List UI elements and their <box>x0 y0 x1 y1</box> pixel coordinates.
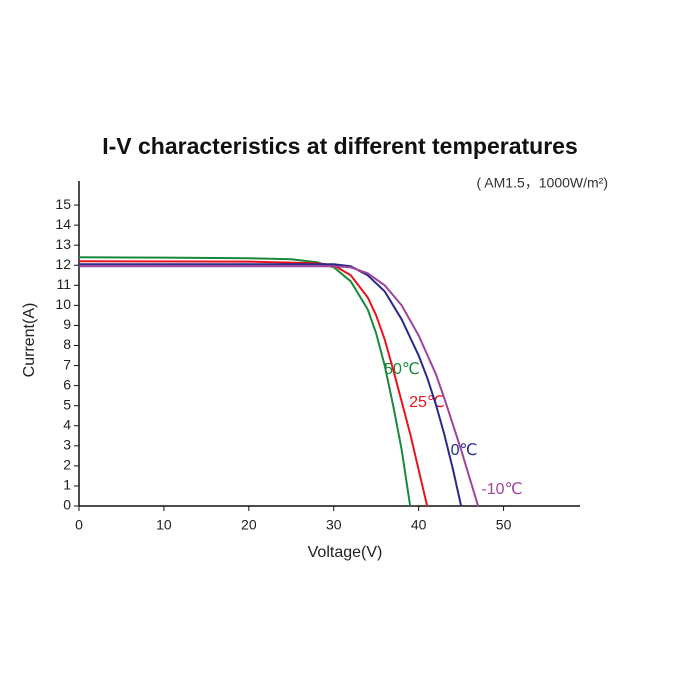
y-tick-label: 12 <box>55 256 71 272</box>
y-tick-label: 14 <box>55 216 71 232</box>
x-tick-label: 0 <box>75 517 83 533</box>
x-tick-label: 20 <box>241 517 257 533</box>
series-label: 25℃ <box>409 394 445 411</box>
series-label: 0℃ <box>451 442 478 459</box>
y-tick-label: 2 <box>63 457 71 473</box>
y-tick-label: 10 <box>55 296 71 312</box>
y-tick-label: 7 <box>63 356 71 372</box>
x-tick-label: 40 <box>411 517 427 533</box>
chart-subtitle: ( AM1.5，1000W/m²) <box>477 175 608 191</box>
iv-curve <box>78 256 412 507</box>
y-tick-label: 4 <box>63 416 71 432</box>
x-axis-label: Voltage(V) <box>308 544 383 561</box>
series-label: -10℃ <box>481 481 522 498</box>
y-tick-label: 9 <box>63 316 71 332</box>
y-tick-label: 3 <box>63 437 71 453</box>
y-tick-label: 8 <box>63 336 71 352</box>
y-tick-label: 11 <box>56 276 71 292</box>
series-label: 50℃ <box>384 361 420 378</box>
y-tick-label: 5 <box>63 396 71 412</box>
y-tick-label: 6 <box>63 376 71 392</box>
iv-curve <box>79 265 480 507</box>
x-tick-label: 50 <box>496 517 512 533</box>
iv-curve <box>79 263 463 507</box>
x-tick-label: 10 <box>156 517 172 533</box>
y-axis-label: Current(A) <box>21 303 38 378</box>
y-tick-label: 15 <box>55 196 71 212</box>
y-tick-label: 1 <box>63 477 71 493</box>
y-tick-label: 13 <box>55 236 71 252</box>
x-tick-label: 30 <box>326 517 342 533</box>
y-tick-label: 0 <box>63 497 71 513</box>
iv-curve <box>78 260 429 507</box>
chart-title: I-V characteristics at different tempera… <box>102 133 578 159</box>
